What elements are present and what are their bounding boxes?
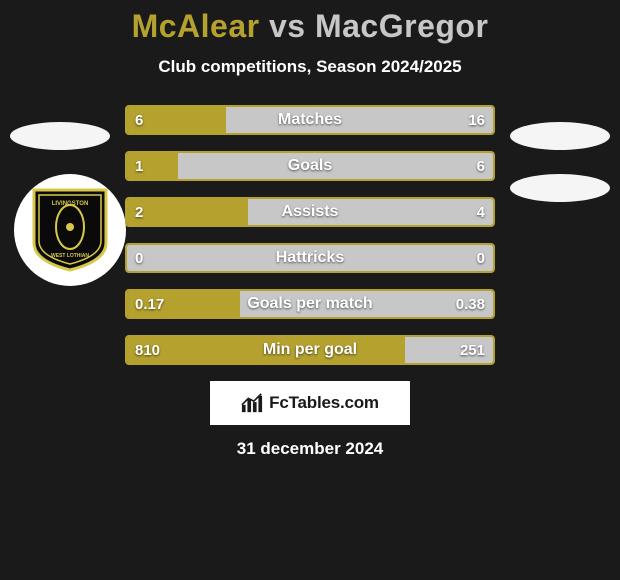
stat-bar-left bbox=[127, 337, 405, 363]
comparison-infographic: McAlear vs MacGregor Club competitions, … bbox=[0, 0, 620, 580]
stat-row: Matches616 bbox=[125, 105, 495, 135]
attribution-text: FcTables.com bbox=[269, 393, 379, 413]
subtitle: Club competitions, Season 2024/2025 bbox=[0, 57, 620, 77]
stat-bar-left bbox=[127, 291, 240, 317]
stat-row: Assists24 bbox=[125, 197, 495, 227]
stat-row: Min per goal810251 bbox=[125, 335, 495, 365]
svg-text:LIVINGSTON: LIVINGSTON bbox=[52, 201, 89, 207]
player-left-name: McAlear bbox=[132, 8, 260, 44]
snapshot-date: 31 december 2024 bbox=[0, 439, 620, 459]
player-right-name: MacGregor bbox=[315, 8, 488, 44]
page-title: McAlear vs MacGregor bbox=[0, 8, 620, 45]
club-right-placeholder-icon bbox=[510, 174, 610, 202]
stat-bar-right bbox=[240, 291, 493, 317]
stat-bar-left bbox=[127, 107, 226, 133]
bars-chart-icon bbox=[241, 392, 263, 414]
stat-row: Goals per match0.170.38 bbox=[125, 289, 495, 319]
stat-bars: Matches616 Goals16 Assists24 Hattricks00 Goa… bbox=[125, 105, 495, 365]
stat-bar-right bbox=[248, 199, 493, 225]
vs-separator: vs bbox=[269, 8, 306, 44]
stat-row: Hattricks00 bbox=[125, 243, 495, 273]
stat-bar-left bbox=[127, 199, 248, 225]
player-right-placeholder-icon bbox=[510, 122, 610, 150]
stat-bar-right bbox=[127, 245, 493, 271]
attribution: FcTables.com bbox=[210, 381, 410, 425]
club-left-badge: LIVINGSTON WEST LOTHIAN bbox=[14, 174, 126, 286]
svg-text:WEST LOTHIAN: WEST LOTHIAN bbox=[51, 253, 89, 259]
stat-bar-right bbox=[405, 337, 493, 363]
player-left-placeholder-icon bbox=[10, 122, 110, 150]
shield-icon: LIVINGSTON WEST LOTHIAN bbox=[31, 187, 109, 273]
stat-bar-left bbox=[127, 153, 178, 179]
stat-row: Goals16 bbox=[125, 151, 495, 181]
stat-bar-right bbox=[226, 107, 493, 133]
stat-bar-right bbox=[178, 153, 493, 179]
